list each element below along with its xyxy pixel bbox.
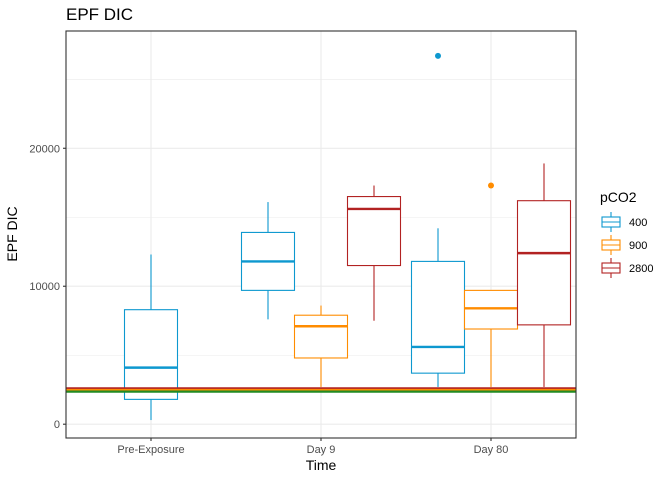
box-body bbox=[410, 260, 466, 374]
x-tick-label: Day 80 bbox=[474, 444, 509, 456]
legend-title: pCO2 bbox=[600, 189, 637, 205]
box-2800-day-9 bbox=[346, 185, 402, 321]
y-tick-label: 0 bbox=[54, 419, 60, 431]
legend-item-2800: 2800 bbox=[601, 258, 653, 278]
y-tick-label: 20000 bbox=[29, 143, 60, 155]
boxes bbox=[123, 52, 572, 421]
x-tick-label: Day 9 bbox=[307, 444, 336, 456]
box-body bbox=[123, 309, 179, 400]
box-400-day-80 bbox=[410, 52, 466, 387]
box-900-day-80 bbox=[463, 182, 519, 387]
legend-item-900: 900 bbox=[601, 235, 647, 255]
y-tick-label: 10000 bbox=[29, 281, 60, 293]
legend-label: 2800 bbox=[629, 263, 653, 275]
box-body bbox=[293, 314, 349, 359]
outlier-point bbox=[435, 52, 441, 59]
legend: pCO2 400 900 2800 bbox=[600, 189, 653, 278]
y-axis: 0 10000 20000 bbox=[29, 143, 66, 431]
x-axis-title: Time bbox=[306, 457, 337, 473]
box-400-day-9 bbox=[240, 202, 296, 320]
legend-item-400: 400 bbox=[601, 212, 647, 232]
x-axis: Pre-Exposure Day 9 Day 80 bbox=[117, 438, 508, 456]
box-body bbox=[516, 200, 572, 326]
reference-lines bbox=[66, 387, 576, 393]
box-400-pre-exposure bbox=[123, 254, 179, 421]
y-axis-title: EPF DIC bbox=[4, 206, 20, 261]
box-body bbox=[463, 289, 519, 330]
box-body bbox=[346, 196, 402, 267]
outlier-point bbox=[488, 182, 494, 189]
legend-label: 400 bbox=[629, 217, 647, 229]
legend-label: 900 bbox=[629, 240, 647, 252]
box-900-day-9 bbox=[293, 305, 349, 387]
chart-title: EPF DIC bbox=[66, 5, 133, 24]
x-tick-label: Pre-Exposure bbox=[117, 444, 184, 456]
box-2800-day-80 bbox=[516, 163, 572, 387]
